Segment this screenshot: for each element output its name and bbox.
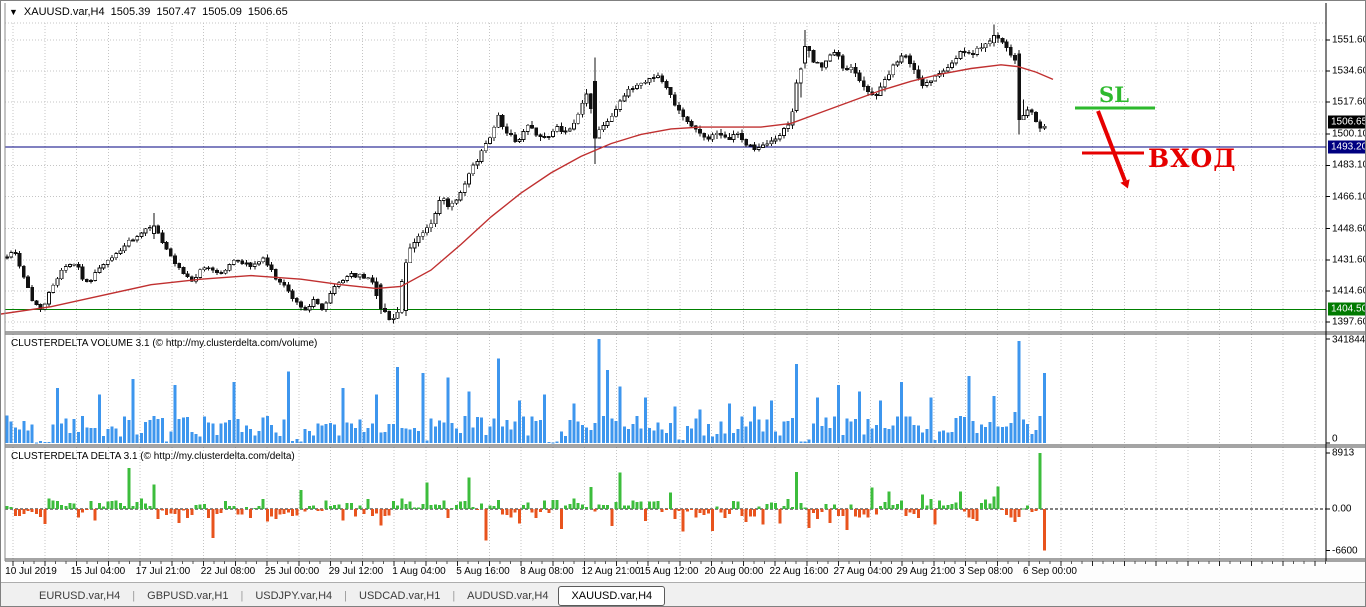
scale-label: 1517.60 — [1332, 96, 1366, 108]
time-label: 20 Aug 00:00 — [704, 566, 764, 577]
tab-usdjpy[interactable]: USDJPY.var,H4 — [255, 589, 333, 602]
delta-min-label: -6600 — [1332, 545, 1358, 557]
time-label: 27 Aug 04:00 — [833, 566, 893, 577]
delta-zero-label: 0.00 — [1332, 503, 1352, 515]
volume-max-label: 341844 — [1332, 334, 1366, 346]
ohlc-close: 1506.65 — [247, 6, 288, 18]
tab-xauusd[interactable]: XAUUSD.var,H4 — [558, 585, 666, 606]
scale-label: 1414.60 — [1332, 285, 1366, 297]
tab-eurusd[interactable]: EURUSD.var,H4 — [39, 589, 121, 602]
tab-separator: | — [452, 589, 456, 602]
scale-label: 1397.60 — [1332, 316, 1366, 328]
time-label: 3 Sep 08:00 — [959, 566, 1013, 577]
time-label: 22 Aug 16:00 — [769, 566, 829, 577]
tab-audusd[interactable]: AUDUSD.var,H4 — [467, 589, 549, 602]
time-label: 1 Aug 04:00 — [392, 566, 446, 577]
symbol-dropdown-icon[interactable]: ▼ — [9, 6, 18, 17]
blue-level-label: 1493.20 — [1328, 140, 1365, 154]
chart-header: ▼ XAUUSD.var,H4 1505.39 1507.47 1505.09 … — [9, 6, 288, 18]
time-label: 10 Jul 2019 — [5, 566, 57, 577]
sl-label: SL — [1099, 82, 1129, 107]
entry-arrow[interactable] — [1096, 110, 1127, 182]
entry-label: ВХОД — [1148, 144, 1237, 173]
time-label: 25 Jul 00:00 — [264, 566, 320, 577]
tab-separator: | — [240, 589, 244, 602]
delta-pane-title: CLUSTERDELTA DELTA 3.1 (© http://my.clus… — [11, 451, 295, 462]
scale-label: 1534.60 — [1332, 65, 1366, 77]
volume-pane-title: CLUSTERDELTA VOLUME 3.1 (© http://my.clu… — [11, 338, 318, 349]
scale-label: 1448.60 — [1332, 223, 1366, 235]
time-label: 6 Sep 00:00 — [1023, 566, 1077, 577]
scale-label: 1551.60 — [1332, 34, 1366, 46]
delta-max-label: 8913 — [1332, 447, 1355, 459]
time-label: 12 Aug 21:00 — [581, 566, 641, 577]
ohlc-high: 1507.47 — [156, 6, 197, 18]
current-price-label: 1506.65 — [1328, 115, 1365, 129]
scale-label: 1500.10 — [1332, 128, 1366, 140]
time-label: 17 Jul 21:00 — [135, 566, 191, 577]
time-label: 29 Aug 21:00 — [896, 566, 956, 577]
time-label: 15 Aug 12:00 — [639, 566, 699, 577]
scale-label: 1483.10 — [1332, 159, 1366, 171]
tab-gbpusd[interactable]: GBPUSD.var,H1 — [147, 589, 229, 602]
symbol-label: XAUUSD.var,H4 — [23, 6, 105, 18]
time-label: 5 Aug 16:00 — [456, 566, 510, 577]
moving-average-line — [1, 64, 1054, 315]
volume-zero-label: 0 — [1332, 433, 1338, 445]
entry-arrowhead — [1120, 179, 1130, 189]
ohlc-open: 1505.39 — [110, 6, 151, 18]
chart-tab-bar: EURUSD.var,H4 | GBPUSD.var,H1 | USDJPY.var,H… — [1, 582, 1365, 606]
tab-separator: | — [132, 589, 136, 602]
tab-separator: | — [344, 589, 348, 602]
time-label: 22 Jul 08:00 — [200, 566, 256, 577]
time-label: 8 Aug 08:00 — [520, 566, 574, 577]
scale-label: 1431.60 — [1332, 254, 1366, 266]
scale-label: 1466.10 — [1332, 191, 1366, 203]
green-level-label: 1404.50 — [1328, 302, 1365, 316]
time-label: 29 Jul 12:00 — [328, 566, 384, 577]
tab-usdcad[interactable]: USDCAD.var,H1 — [359, 589, 441, 602]
ohlc-low: 1505.09 — [202, 6, 242, 18]
time-label: 15 Jul 04:00 — [70, 566, 126, 577]
